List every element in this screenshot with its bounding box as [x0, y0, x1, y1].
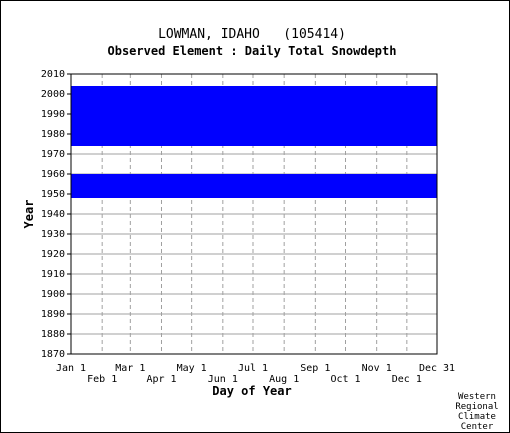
y-tick-label: 1960	[41, 169, 65, 180]
x-tick-label: Mar 1	[115, 363, 145, 374]
x-tick-label: Apr 1	[146, 374, 176, 385]
credit-line-4: Center	[461, 422, 494, 432]
observed-band	[71, 174, 437, 198]
y-tick-label: 2010	[41, 69, 65, 80]
x-tick-label: Feb 1	[87, 374, 117, 385]
y-tick-label: 1900	[41, 289, 65, 300]
chart-subtitle: Observed Element : Daily Total Snowdepth	[108, 44, 397, 58]
chart-title: LOWMAN, IDAHO (105414)	[158, 27, 346, 42]
x-tick-label: Jul 1	[238, 363, 268, 374]
y-tick-label: 1880	[41, 329, 65, 340]
x-axis-ticks: Jan 1 Mar 1 May 1 Jul 1 Sep 1 Nov 1 Dec 31 Feb …	[56, 363, 455, 385]
x-tick-label: Jun 1	[208, 374, 238, 385]
y-tick-label: 1890	[41, 309, 65, 320]
y-axis-ticks: 2010 2000 1990 1980 1970 1960 1950 1940 1930 1920…	[41, 69, 71, 360]
y-tick-label: 1980	[41, 129, 65, 140]
data-coverage	[71, 86, 437, 198]
x-tick-label: Aug 1	[269, 374, 299, 385]
y-tick-label: 1910	[41, 269, 65, 280]
y-tick-label: 1940	[41, 209, 65, 220]
y-tick-label: 1930	[41, 229, 65, 240]
y-tick-label: 1990	[41, 109, 65, 120]
credit-line-2: Regional	[455, 402, 498, 412]
credit-line-1: Western	[458, 392, 496, 402]
x-tick-label: Sep 1	[300, 363, 330, 374]
x-tick-label: Dec 1	[392, 374, 422, 385]
credit-line-3: Climate	[458, 412, 496, 422]
x-tick-label: Jan 1	[56, 363, 86, 374]
observed-band	[71, 86, 437, 146]
y-tick-label: 1950	[41, 189, 65, 200]
y-tick-label: 1870	[41, 349, 65, 360]
y-axis-label: Year	[22, 200, 36, 229]
y-tick-label: 2000	[41, 89, 65, 100]
x-axis-label: Day of Year	[212, 384, 291, 398]
x-tick-label: May 1	[177, 363, 207, 374]
y-tick-label: 1970	[41, 149, 65, 160]
x-tick-label: Nov 1	[362, 363, 392, 374]
y-tick-label: 1920	[41, 249, 65, 260]
x-tick-label: Oct 1	[330, 374, 360, 385]
x-tick-label: Dec 31	[419, 363, 455, 374]
